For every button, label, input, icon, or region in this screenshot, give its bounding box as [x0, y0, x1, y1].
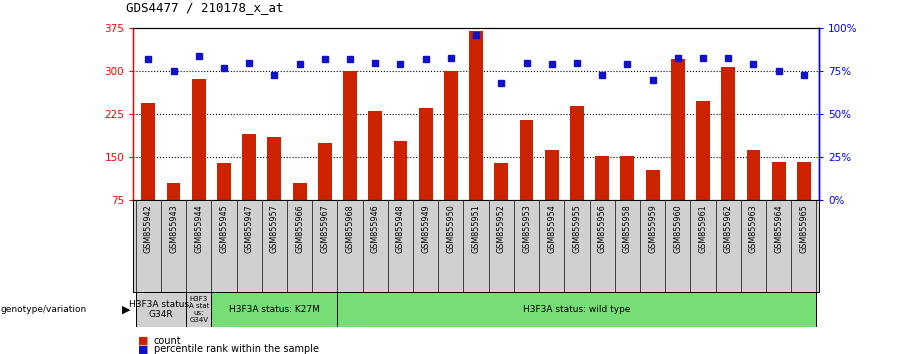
Bar — [393, 141, 408, 200]
Bar — [192, 79, 206, 200]
Bar — [570, 105, 584, 200]
Text: GSM855954: GSM855954 — [547, 205, 556, 253]
Text: GSM855942: GSM855942 — [144, 205, 153, 253]
Bar — [292, 183, 307, 200]
Text: genotype/variation: genotype/variation — [1, 305, 87, 314]
Bar — [796, 162, 811, 200]
Bar — [696, 101, 710, 200]
Bar — [494, 163, 508, 200]
Bar — [136, 292, 186, 327]
Bar — [544, 150, 559, 200]
Bar — [242, 134, 256, 200]
Text: GSM855962: GSM855962 — [724, 205, 733, 253]
Text: GSM855952: GSM855952 — [497, 205, 506, 253]
Bar — [771, 162, 786, 200]
Bar — [721, 67, 735, 200]
Text: percentile rank within the sample: percentile rank within the sample — [154, 344, 319, 354]
Text: GSM855960: GSM855960 — [673, 205, 682, 253]
Bar — [267, 137, 282, 200]
Text: GSM855958: GSM855958 — [623, 205, 632, 253]
Text: GSM855959: GSM855959 — [648, 205, 657, 253]
Text: GSM855964: GSM855964 — [774, 205, 783, 253]
Text: GSM855943: GSM855943 — [169, 205, 178, 253]
Text: GSM855949: GSM855949 — [421, 205, 430, 253]
Bar — [368, 111, 382, 200]
Text: GSM855945: GSM855945 — [220, 205, 229, 253]
Bar — [141, 103, 156, 200]
Text: GSM855947: GSM855947 — [245, 205, 254, 253]
Bar — [338, 292, 816, 327]
Text: GSM855953: GSM855953 — [522, 205, 531, 253]
Bar — [746, 150, 760, 200]
Bar — [670, 59, 685, 200]
Text: GSM855944: GSM855944 — [194, 205, 203, 253]
Text: H3F3
A stat
us:
G34V: H3F3 A stat us: G34V — [189, 296, 209, 323]
Text: GSM855968: GSM855968 — [346, 205, 355, 253]
Text: GSM855966: GSM855966 — [295, 205, 304, 253]
Bar — [343, 71, 357, 200]
Bar — [645, 170, 660, 200]
Text: ■: ■ — [138, 344, 148, 354]
Text: GSM855948: GSM855948 — [396, 205, 405, 253]
Text: count: count — [154, 336, 182, 346]
Bar — [212, 292, 338, 327]
Bar — [519, 120, 534, 200]
Text: GSM855967: GSM855967 — [320, 205, 329, 253]
Text: GSM855956: GSM855956 — [598, 205, 607, 253]
Text: GSM855963: GSM855963 — [749, 205, 758, 253]
Bar — [318, 143, 332, 200]
Text: GSM855955: GSM855955 — [572, 205, 581, 253]
Text: GSM855950: GSM855950 — [446, 205, 455, 253]
Bar — [186, 292, 211, 327]
Text: H3F3A status: K27M: H3F3A status: K27M — [229, 305, 320, 314]
Text: GSM855957: GSM855957 — [270, 205, 279, 253]
Text: H3F3A status: wild type: H3F3A status: wild type — [523, 305, 631, 314]
Text: GSM855946: GSM855946 — [371, 205, 380, 253]
Bar — [444, 71, 458, 200]
Text: GSM855961: GSM855961 — [698, 205, 707, 253]
Bar — [217, 163, 231, 200]
Text: ▶: ▶ — [122, 305, 130, 315]
Bar — [166, 183, 181, 200]
Text: GSM855951: GSM855951 — [472, 205, 481, 253]
Text: GDS4477 / 210178_x_at: GDS4477 / 210178_x_at — [126, 1, 284, 14]
Bar — [595, 156, 609, 200]
Bar — [418, 108, 433, 200]
Bar — [620, 156, 634, 200]
Text: ■: ■ — [138, 336, 148, 346]
Text: H3F3A status:
G34R: H3F3A status: G34R — [130, 300, 193, 319]
Text: GSM855965: GSM855965 — [799, 205, 808, 253]
Bar — [469, 31, 483, 200]
